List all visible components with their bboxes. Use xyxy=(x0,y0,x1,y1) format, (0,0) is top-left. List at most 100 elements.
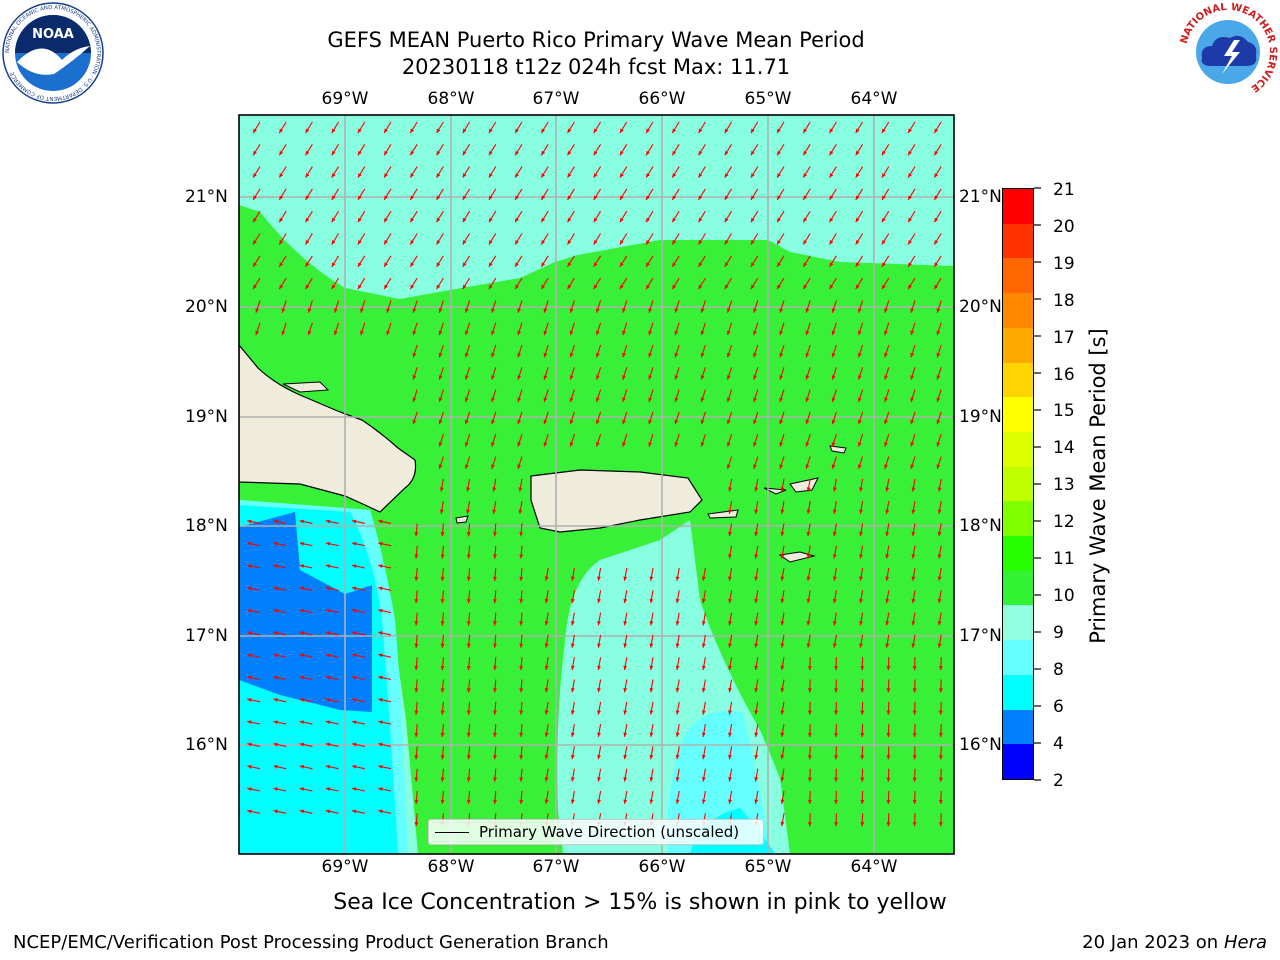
wave-direction-arrowhead xyxy=(908,284,912,290)
wave-direction-arrowhead xyxy=(829,150,834,156)
wave-direction-arrowhead xyxy=(543,375,548,380)
colorbar-tick: 18 xyxy=(1053,291,1075,311)
wave-direction-arrowhead xyxy=(440,665,445,671)
lat-label-right: 18°N xyxy=(959,516,1002,536)
wave-direction-arrowhead xyxy=(779,464,784,469)
wave-direction-arrowhead xyxy=(440,532,445,537)
wave-direction-arrowhead xyxy=(493,755,497,760)
wave-direction-arrowhead xyxy=(753,442,757,447)
wave-direction-arrowhead xyxy=(414,732,419,738)
wave-direction-arrowhead xyxy=(857,397,862,402)
wave-direction-arrowhead xyxy=(834,822,839,827)
wave-direction-arrowhead xyxy=(779,442,784,447)
legend-label: Primary Wave Direction (unscaled) xyxy=(479,823,740,841)
wave-direction-arrowhead xyxy=(569,397,574,402)
wave-direction-arrowhead xyxy=(247,720,252,725)
wave-direction-arrowhead xyxy=(333,308,338,313)
wave-direction-arrowhead xyxy=(754,777,759,782)
wave-direction-arrowhead xyxy=(728,598,732,604)
wave-direction-arrowhead xyxy=(378,608,383,613)
virgin-island xyxy=(763,487,787,495)
wave-direction-arrowhead xyxy=(543,308,548,313)
wave-direction-arrowhead xyxy=(438,352,443,358)
wave-direction-arrowhead xyxy=(857,419,862,425)
wave-direction-arrowhead xyxy=(414,822,419,827)
wave-direction-arrowhead xyxy=(807,799,812,804)
wave-direction-arrowhead xyxy=(569,352,574,358)
wave-direction-arrowhead xyxy=(462,217,467,223)
wave-direction-arrowhead xyxy=(805,375,810,380)
wave-direction-arrowhead xyxy=(325,564,331,569)
wave-direction-arrowhead xyxy=(325,631,331,635)
wave-direction-arrowhead xyxy=(885,598,890,604)
colorbar-tick: 8 xyxy=(1053,660,1064,680)
wave-direction-arrowhead xyxy=(541,284,546,290)
wave-direction-arrowhead xyxy=(299,541,305,546)
wave-direction-arrowhead xyxy=(466,799,471,804)
wave-direction-arrowhead xyxy=(464,397,469,402)
wave-direction-arrowhead xyxy=(750,217,755,223)
wave-direction-arrowhead xyxy=(517,330,522,336)
wave-direction-arrowhead xyxy=(273,698,278,702)
wave-direction-arrowhead xyxy=(806,509,811,514)
wave-direction-arrowhead xyxy=(255,330,260,336)
wave-direction-arrowhead xyxy=(803,284,808,290)
wave-direction-arrowhead xyxy=(912,777,917,782)
colorbar-tick: 20 xyxy=(1053,217,1075,237)
wave-direction-arrowhead xyxy=(518,509,523,514)
lon-label-top: 66°W xyxy=(638,89,686,109)
wave-direction-arrowhead xyxy=(881,128,886,134)
wave-direction-arrowhead xyxy=(805,397,810,402)
wave-direction-arrowhead xyxy=(567,173,572,178)
wave-direction-arrowhead xyxy=(299,653,305,658)
wave-direction-arrowhead xyxy=(886,710,891,715)
wave-direction-arrowhead xyxy=(886,666,891,671)
wave-direction-arrowhead xyxy=(593,195,598,200)
wave-direction-arrowhead xyxy=(859,487,863,492)
wave-direction-arrowhead xyxy=(910,442,915,447)
wave-direction-arrowhead xyxy=(519,576,524,581)
wave-direction-arrowhead xyxy=(753,352,757,358)
wave-direction-arrowhead xyxy=(912,710,917,715)
wave-direction-arrowhead xyxy=(881,150,886,156)
wave-direction-arrowhead xyxy=(414,621,419,626)
wave-direction-arrowhead xyxy=(331,240,336,245)
wave-direction-arrowhead xyxy=(493,710,497,715)
wave-direction-arrowhead xyxy=(438,442,443,447)
wave-direction-arrowhead xyxy=(623,799,628,804)
wave-direction-arrowhead xyxy=(619,240,624,245)
wave-direction-arrowhead xyxy=(777,262,781,267)
wave-direction-arrowhead xyxy=(623,643,628,648)
wave-direction-arrowhead xyxy=(728,643,732,648)
wave-direction-arrowhead xyxy=(831,330,836,336)
wave-direction-arrowhead xyxy=(672,173,677,178)
wave-direction-arrowhead xyxy=(352,541,357,546)
wave-direction-arrowhead xyxy=(807,710,812,715)
wave-direction-arrowhead xyxy=(493,554,497,559)
wave-direction-arrowhead xyxy=(570,665,575,671)
colorbar-tick: 2 xyxy=(1053,771,1064,791)
wave-direction-arrowhead xyxy=(779,308,784,313)
wave-direction-arrowhead xyxy=(440,576,445,581)
colorbar-segment xyxy=(1003,640,1033,675)
wave-direction-arrowhead xyxy=(675,665,680,671)
wave-direction-arrowhead xyxy=(462,173,467,178)
wave-direction-arrowhead xyxy=(936,375,941,380)
wave-direction-arrowhead xyxy=(517,397,522,402)
wave-direction-arrowhead xyxy=(780,554,785,559)
colorbar xyxy=(1002,188,1034,780)
wave-direction-arrowhead xyxy=(937,554,942,559)
wave-direction-arrowhead xyxy=(488,240,493,245)
wave-direction-arrowhead xyxy=(543,419,548,425)
wave-direction-arrowhead xyxy=(780,710,785,715)
wave-direction-arrowhead xyxy=(466,777,471,782)
wave-direction-arrowhead xyxy=(938,755,943,760)
wave-direction-arrowhead xyxy=(672,284,677,290)
wave-direction-arrowhead xyxy=(247,631,252,635)
wave-direction-arrowhead xyxy=(597,710,601,715)
wave-direction-arrowhead xyxy=(386,308,391,313)
wave-direction-arrowhead xyxy=(780,487,785,492)
wave-direction-arrowhead xyxy=(803,240,808,245)
wave-direction-arrowhead xyxy=(728,576,732,581)
wave-direction-arrowhead xyxy=(299,809,305,814)
